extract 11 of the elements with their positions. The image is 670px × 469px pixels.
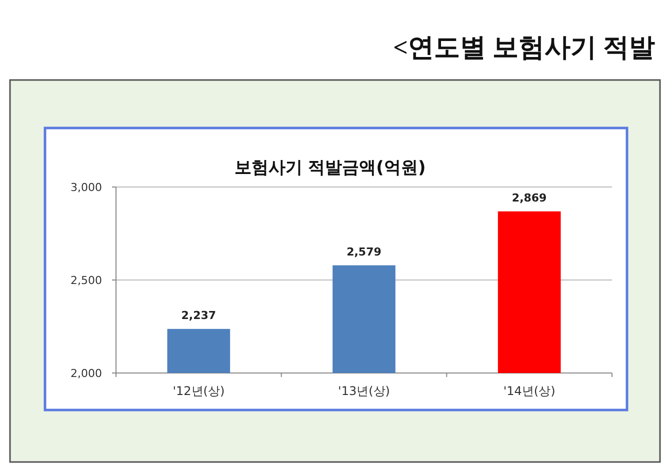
- data-label: 2,579: [346, 245, 382, 258]
- x-tick-label: '14년(상): [503, 384, 556, 398]
- x-tick-label: '13년(상): [338, 384, 390, 398]
- y-tick-label: 2,500: [70, 274, 102, 287]
- y-tick-label: 3,000: [70, 181, 102, 194]
- chart-title: 보험사기 적발금액(억원): [234, 158, 426, 178]
- text: <연도별 보험사기 적발: [393, 33, 655, 62]
- data-label: 2,869: [512, 191, 547, 204]
- x-tick-label: '12년(상): [172, 384, 225, 398]
- data-label: 2,237: [181, 308, 216, 322]
- y-tick-label: 2,000: [70, 367, 102, 380]
